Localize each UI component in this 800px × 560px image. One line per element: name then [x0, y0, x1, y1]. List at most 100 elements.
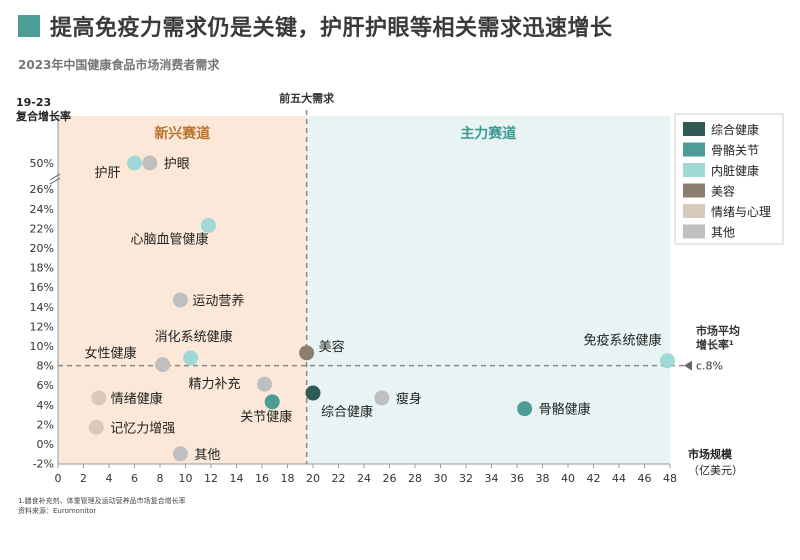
legend-label: 骨骼关节 — [711, 143, 759, 158]
x-tick-label: 28 — [408, 472, 422, 485]
source-text: 资料来源：Euromonitor — [18, 507, 97, 515]
y-tick-label: 2% — [37, 418, 54, 431]
x-tick-label: 16 — [255, 472, 269, 485]
legend-label: 美容 — [711, 184, 735, 199]
data-point — [517, 401, 533, 417]
data-point-label: 护眼 — [164, 157, 190, 172]
data-point — [305, 385, 321, 401]
legend-label: 内脏健康 — [711, 163, 759, 178]
data-point-label: 女性健康 — [85, 346, 137, 362]
data-point — [142, 155, 158, 171]
emerging-zone-label: 新兴赛道 — [154, 125, 210, 142]
x-tick-label: 14 — [230, 472, 244, 485]
y-axis-title-line2: 复合增长率 — [15, 109, 71, 123]
x-tick-label: 22 — [332, 472, 346, 485]
y-tick-label: 18% — [30, 262, 54, 275]
footnote: 1.膳食补充剂、体重管理及运动营养品市场复合增长率 资料来源：Euromonit… — [18, 496, 186, 516]
y-tick-label: 8% — [37, 360, 54, 373]
average-arrow-icon — [684, 360, 692, 371]
data-point — [172, 446, 188, 462]
axis-break-icon — [49, 173, 61, 185]
x-tick-label: 32 — [459, 472, 473, 485]
data-point — [374, 390, 390, 406]
data-point-label: 关节健康 — [240, 409, 292, 425]
data-point — [91, 390, 107, 406]
legend-label: 综合健康 — [711, 122, 759, 137]
data-point-label: 记忆力增强 — [110, 420, 175, 436]
x-tick-label: 2 — [80, 472, 87, 485]
legend-label: 其他 — [711, 226, 735, 240]
main-zone-label: 主力赛道 — [460, 125, 516, 142]
data-point-label: 综合健康 — [321, 404, 373, 420]
y-tick-label: 12% — [30, 320, 54, 333]
x-tick-label: 24 — [357, 472, 371, 485]
title-bar: 提高免疫力需求仍是关键，护肝护眼等相关需求迅速增长 — [18, 10, 613, 42]
x-tick-label: 10 — [179, 472, 193, 485]
data-point — [659, 353, 675, 369]
legend-swatch — [683, 224, 705, 239]
y-tick-label: 4% — [37, 399, 54, 412]
legend-label: 情绪与心理 — [711, 205, 771, 219]
data-point — [264, 394, 280, 410]
x-tick-label: 34 — [485, 472, 499, 485]
legend-swatch — [683, 183, 705, 198]
average-label-line2: 增长率¹ — [696, 338, 734, 352]
emerging-zone — [58, 116, 307, 464]
data-point-label: 免疫系统健康 — [583, 333, 661, 349]
data-point-label: 美容 — [319, 339, 345, 355]
y-tick-label: 26% — [30, 183, 54, 196]
data-point-label: 骨骼健康 — [539, 402, 591, 418]
legend-swatch — [683, 122, 705, 136]
footnote-text: 1.膳食补充剂、体重管理及运动营养品市场复合增长率 — [18, 497, 186, 505]
y-tick-label: 14% — [30, 301, 54, 314]
page-subtitle: 2023年中国健康食品市场消费者需求 — [18, 58, 220, 72]
x-tick-label: 8 — [157, 472, 164, 485]
data-point-label: 消化系统健康 — [155, 329, 233, 345]
y-tick-label: 20% — [30, 242, 54, 255]
x-tick-label: 46 — [638, 472, 652, 485]
y-tick-label: 22% — [30, 222, 54, 235]
y-tick-label: 0% — [37, 438, 54, 451]
legend-swatch — [683, 142, 705, 157]
x-tick-label: 44 — [612, 472, 626, 485]
x-tick-label: 40 — [561, 472, 575, 485]
data-point — [88, 419, 104, 435]
x-axis-title-line1: 市场规模 — [688, 447, 733, 461]
data-point — [127, 155, 142, 171]
data-point-label: 其他 — [194, 448, 220, 463]
data-point-label: 精力补充 — [189, 376, 241, 392]
x-tick-label: 48 — [663, 472, 677, 485]
x-axis-title-line2: （亿美元） — [688, 464, 743, 477]
legend-swatch — [683, 163, 705, 177]
y-tick-label: 10% — [30, 340, 54, 353]
data-point-label: 运动营养 — [192, 293, 244, 309]
x-tick-label: 18 — [281, 472, 295, 485]
top-label: 前五大需求 — [279, 91, 335, 105]
y-axis-title-line1: 19-23 — [16, 96, 51, 109]
y-tick-label: 50% — [30, 157, 54, 170]
legend-swatch — [683, 204, 705, 218]
data-point — [257, 376, 273, 392]
main-zone — [306, 116, 670, 464]
data-point — [183, 350, 199, 366]
average-value-label: c.8% — [696, 360, 723, 373]
y-tick-label: 16% — [30, 281, 54, 294]
title-accent-square — [18, 15, 40, 37]
data-point — [200, 217, 216, 233]
x-tick-label: 20 — [306, 472, 320, 485]
data-point — [155, 357, 171, 373]
x-tick-label: 12 — [204, 472, 218, 485]
data-point — [299, 345, 315, 361]
y-tick-label: 6% — [37, 379, 54, 392]
y-tick-label: -2% — [33, 458, 54, 471]
data-point-label: 情绪健康 — [111, 391, 163, 407]
data-point — [172, 292, 188, 308]
x-tick-label: 4 — [106, 472, 113, 485]
average-label-line1: 市场平均 — [696, 324, 740, 338]
x-tick-label: 42 — [587, 472, 601, 485]
data-point-label: 心脑血管健康 — [130, 231, 208, 247]
y-tick-label: 24% — [30, 203, 54, 216]
x-tick-label: 38 — [536, 472, 550, 485]
data-point-label: 护肝 — [94, 166, 120, 181]
